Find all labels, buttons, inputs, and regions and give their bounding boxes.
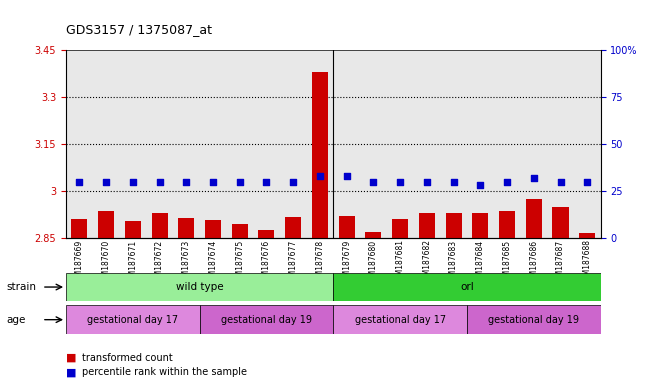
Text: gestational day 17: gestational day 17 bbox=[87, 314, 178, 325]
Point bbox=[502, 179, 512, 185]
Point bbox=[395, 179, 405, 185]
Text: orl: orl bbox=[460, 282, 474, 292]
Bar bbox=[205, 220, 221, 238]
Text: ■: ■ bbox=[66, 353, 77, 363]
Bar bbox=[392, 219, 408, 238]
Point bbox=[288, 179, 298, 185]
Text: gestational day 19: gestational day 19 bbox=[488, 314, 579, 325]
Bar bbox=[579, 233, 595, 238]
Bar bbox=[66, 273, 333, 301]
Bar bbox=[526, 199, 542, 238]
Text: ■: ■ bbox=[66, 367, 77, 377]
Text: GDS3157 / 1375087_at: GDS3157 / 1375087_at bbox=[66, 23, 212, 36]
Text: gestational day 17: gestational day 17 bbox=[354, 314, 446, 325]
Text: age: age bbox=[7, 314, 26, 325]
Text: gestational day 19: gestational day 19 bbox=[221, 314, 312, 325]
Bar bbox=[499, 212, 515, 238]
Bar bbox=[98, 212, 114, 238]
Text: strain: strain bbox=[7, 282, 36, 292]
Text: percentile rank within the sample: percentile rank within the sample bbox=[82, 367, 248, 377]
Bar bbox=[333, 273, 601, 301]
Point bbox=[368, 179, 379, 185]
Bar bbox=[467, 305, 601, 334]
Text: transformed count: transformed count bbox=[82, 353, 173, 363]
Point bbox=[555, 179, 566, 185]
Point bbox=[582, 179, 593, 185]
Bar bbox=[285, 217, 301, 238]
Bar bbox=[125, 221, 141, 238]
Point bbox=[234, 179, 245, 185]
Bar bbox=[71, 219, 87, 238]
Bar bbox=[66, 305, 200, 334]
Text: wild type: wild type bbox=[176, 282, 224, 292]
Point bbox=[101, 179, 112, 185]
Bar bbox=[312, 72, 328, 238]
Point bbox=[475, 182, 486, 189]
Point bbox=[315, 173, 325, 179]
Point bbox=[341, 173, 352, 179]
Bar bbox=[473, 213, 488, 238]
Bar bbox=[232, 224, 248, 238]
Bar bbox=[446, 213, 461, 238]
Bar bbox=[152, 213, 168, 238]
Bar bbox=[552, 207, 568, 238]
Point bbox=[208, 179, 218, 185]
Bar bbox=[178, 218, 194, 238]
Point bbox=[74, 179, 84, 185]
Bar bbox=[333, 305, 467, 334]
Point bbox=[422, 179, 432, 185]
Bar bbox=[200, 305, 333, 334]
Bar bbox=[419, 213, 435, 238]
Bar bbox=[259, 230, 275, 238]
Bar bbox=[366, 232, 381, 238]
Point bbox=[261, 179, 272, 185]
Point bbox=[181, 179, 191, 185]
Point bbox=[127, 179, 138, 185]
Bar bbox=[339, 216, 354, 238]
Point bbox=[529, 175, 539, 181]
Point bbox=[448, 179, 459, 185]
Point bbox=[154, 179, 165, 185]
